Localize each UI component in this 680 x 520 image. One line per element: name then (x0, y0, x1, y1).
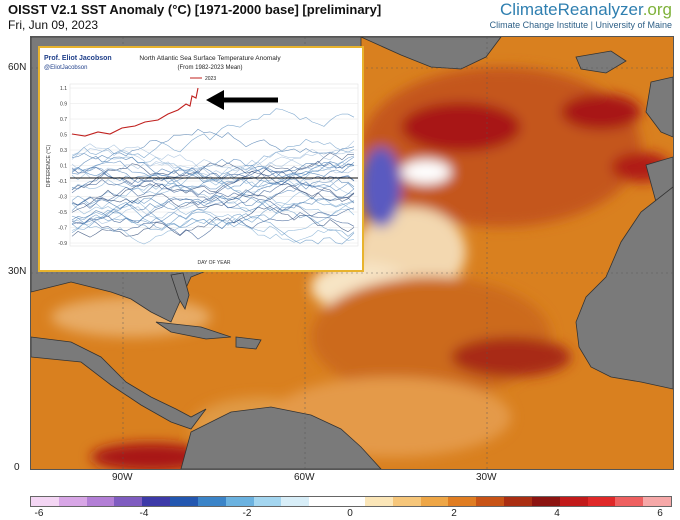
land-central-america (31, 336, 207, 430)
inset-xlabel: DAY OF YEAR (197, 260, 230, 266)
colorbar-tick-neg4: -4 (139, 508, 149, 519)
inset-year-line (71, 156, 355, 183)
brand-logo: ClimateReanalyzer.org (500, 0, 672, 20)
inset-subtitle: (From 1982-2023 Mean) (177, 65, 242, 71)
colorbar-tick-0: 0 (347, 508, 353, 519)
map-title: OISST V2.1 SST Anomaly (°C) [1971-2000 b… (8, 2, 382, 17)
colorbar-swatch (197, 497, 226, 506)
inset-year-line (71, 183, 355, 227)
brand-name: ClimateReanalyzer (500, 0, 643, 19)
inset-y-tick: 0.3 (60, 148, 67, 154)
colorbar-tick-neg2: -2 (242, 508, 252, 519)
colorbar-swatch (559, 497, 588, 506)
inset-year-line (71, 196, 355, 234)
inset-year-line (71, 218, 355, 245)
map-date: Fri, Jun 09, 2023 (8, 18, 99, 32)
land-iceland (575, 50, 627, 74)
inset-y-tick: -0.3 (58, 195, 67, 201)
colorbar-swatch (504, 497, 532, 506)
inset-year-line (71, 201, 355, 236)
inset-handle: @EliotJacobson (44, 65, 87, 71)
lat-label-0: 0 (14, 462, 20, 473)
lon-label-30w: 30W (476, 472, 497, 483)
inset-y-tick: 0.9 (60, 102, 67, 108)
land-british-isles (645, 76, 673, 138)
colorbar (30, 496, 672, 507)
land-greenland (360, 37, 502, 70)
colorbar-swatch (31, 497, 59, 506)
inset-arrow (206, 90, 278, 110)
land-iberia (645, 156, 673, 203)
colorbar-swatch (587, 497, 616, 506)
lat-label-60n: 60N (8, 62, 27, 73)
inset-y-tick: -0.7 (58, 226, 67, 232)
colorbar-swatch (643, 497, 672, 506)
colorbar-swatch (337, 497, 365, 506)
inset-author: Prof. Eliot Jacobson (44, 55, 112, 62)
inset-year-line (71, 161, 355, 221)
inset-year-line (71, 209, 355, 245)
inset-y-tick: -0.5 (58, 210, 67, 216)
inset-2023-line (71, 87, 199, 137)
colorbar-swatch (420, 497, 449, 506)
inset-year-line (71, 155, 355, 178)
colorbar-tick-4: 4 (554, 508, 560, 519)
colorbar-swatch (309, 497, 338, 506)
land-cuba (155, 321, 232, 340)
brand-suffix: .org (642, 0, 672, 19)
colorbar-swatch (364, 497, 393, 506)
colorbar-swatch (476, 497, 505, 506)
inset-year-line (71, 128, 355, 160)
colorbar-swatch (142, 497, 171, 506)
colorbar-swatch (114, 497, 143, 506)
inset-year-line (71, 140, 355, 179)
colorbar-swatch (448, 497, 477, 506)
inset-year-line (71, 108, 355, 159)
land-africa (575, 186, 673, 390)
lon-label-60w: 60W (294, 472, 315, 483)
inset-y-tick: 0.7 (60, 117, 67, 123)
land-hispaniola (235, 336, 262, 350)
colorbar-swatch (281, 497, 310, 506)
inset-year-line (71, 188, 355, 212)
inset-year-line (71, 161, 355, 195)
colorbar-tick-6: 6 (657, 508, 663, 519)
colorbar-swatch (253, 497, 282, 506)
inset-year-line (71, 156, 355, 190)
inset-y-tick: 1.1 (60, 86, 67, 92)
inset-title: North Atlantic Sea Surface Temperature A… (139, 55, 281, 62)
colorbar-swatch (225, 497, 254, 506)
inset-year-line (71, 210, 355, 237)
lon-label-90w: 90W (112, 472, 133, 483)
colorbar-tick-2: 2 (451, 508, 457, 519)
colorbar-swatch (58, 497, 87, 506)
inset-legend-2023: 2023 (205, 76, 216, 82)
inset-year-line (71, 185, 355, 213)
inset-y-tick: 0.5 (60, 133, 67, 139)
lat-label-30n: 30N (8, 266, 27, 277)
inset-year-line (71, 167, 355, 225)
inset-year-line (71, 152, 355, 206)
land-florida (170, 272, 190, 310)
brand-subtitle: Climate Change Institute | University of… (489, 20, 672, 30)
inset-year-line (71, 173, 355, 226)
colorbar-swatch (170, 497, 198, 506)
colorbar-tick-neg6: -6 (34, 508, 44, 519)
inset-y-tick: -0.1 (58, 179, 67, 185)
colorbar-swatch (392, 497, 421, 506)
inset-ylabel: DIFFERENCE (°C) (46, 145, 52, 188)
colorbar-swatch (531, 497, 560, 506)
colorbar-swatch (615, 497, 644, 506)
inset-chart: Prof. Eliot Jacobson @EliotJacobson Nort… (38, 46, 364, 272)
inset-y-tick: 0.1 (60, 164, 67, 170)
inset-year-line (71, 167, 355, 196)
land-south-america (180, 406, 382, 469)
colorbar-swatch (86, 497, 115, 506)
inset-y-tick: -0.9 (58, 241, 67, 247)
inset-year-line (71, 146, 355, 175)
